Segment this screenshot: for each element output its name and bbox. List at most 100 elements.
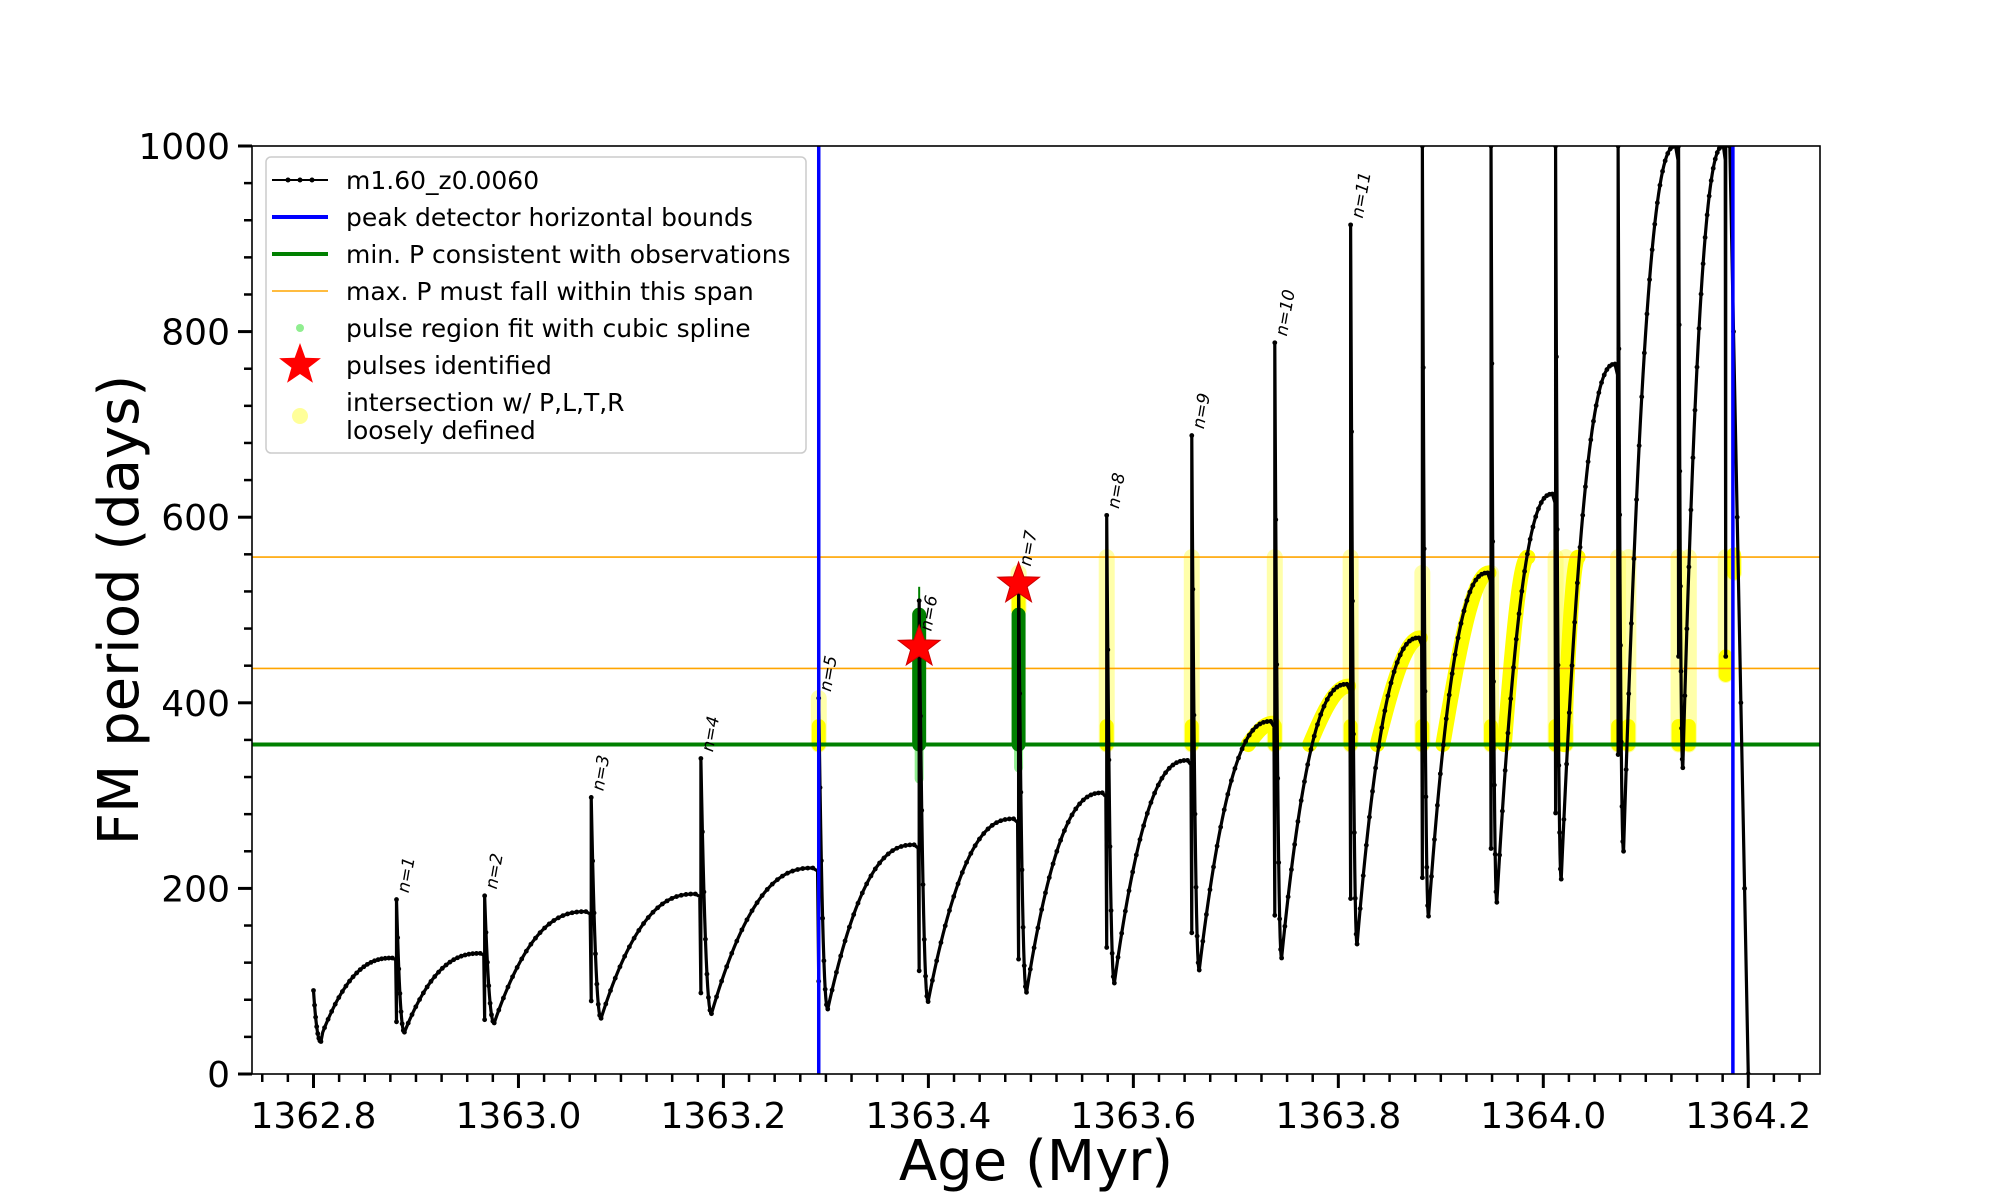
series-layer: [311, 146, 1751, 1074]
series-point: [1130, 869, 1136, 875]
series-point: [1376, 744, 1382, 750]
y-tick-label: 200: [161, 869, 230, 910]
series-point: [1353, 931, 1359, 937]
series-point: [1394, 660, 1400, 665]
series-point: [855, 900, 861, 906]
series-point: [706, 995, 711, 1000]
series-point: [1144, 810, 1150, 816]
series-point: [1458, 621, 1464, 626]
series-point: [1636, 443, 1642, 449]
series-point: [1596, 390, 1602, 396]
series-point: [1115, 954, 1121, 960]
series-point: [1432, 837, 1437, 842]
series-point: [484, 959, 490, 965]
series-point: [1273, 517, 1279, 523]
series-point: [1558, 866, 1563, 872]
series-point: [664, 898, 670, 904]
series-point: [1035, 925, 1041, 931]
series-point: [1243, 738, 1249, 744]
series-point: [698, 756, 704, 761]
series-point: [1110, 974, 1116, 979]
y-tick-label: 800: [161, 313, 230, 354]
series-point: [1239, 746, 1245, 752]
series-point: [593, 951, 598, 957]
series-point: [785, 870, 790, 876]
series-point: [1185, 757, 1190, 763]
series-point: [395, 935, 401, 941]
series-point: [1277, 916, 1283, 922]
series-point: [1278, 947, 1284, 952]
series-point: [588, 795, 594, 800]
series-point: [354, 970, 360, 976]
series-point: [1712, 156, 1718, 162]
series-point: [347, 978, 352, 984]
series-point: [1558, 876, 1564, 882]
series-point: [1019, 867, 1025, 873]
series-point: [1461, 608, 1467, 614]
series-point: [1357, 906, 1363, 912]
series-point: [1021, 963, 1027, 969]
series-point: [1522, 568, 1527, 574]
series-point: [546, 921, 552, 927]
series-point: [1181, 758, 1187, 763]
series-point: [800, 866, 806, 871]
legend-swatch-dot: [297, 177, 303, 183]
series-point: [1141, 823, 1147, 829]
series-point: [890, 848, 895, 854]
series-point: [1133, 852, 1139, 858]
series-point: [402, 1029, 407, 1035]
series-point: [1088, 792, 1094, 798]
series-point: [436, 969, 441, 975]
series-point: [1225, 791, 1231, 797]
series-point: [693, 891, 698, 897]
series-point: [1211, 864, 1216, 870]
series-point: [1464, 598, 1470, 603]
series-point: [1382, 708, 1388, 714]
series-point: [1490, 539, 1496, 544]
series-point: [998, 818, 1004, 824]
series-point: [1155, 782, 1161, 788]
series-point: [1723, 654, 1729, 659]
series-point: [1022, 984, 1028, 989]
series-point: [641, 921, 646, 926]
series-point: [1289, 867, 1294, 872]
series-point: [1644, 311, 1650, 317]
series-point: [851, 912, 857, 917]
series-point: [1641, 350, 1647, 356]
series-point: [683, 892, 689, 897]
series-point: [1107, 844, 1113, 849]
series-point: [1194, 933, 1200, 939]
series-point: [595, 1001, 601, 1007]
series-point: [1688, 507, 1694, 513]
series-point: [846, 924, 852, 930]
series-point: [1631, 556, 1637, 562]
series-point: [1373, 765, 1378, 771]
series-point: [1585, 459, 1591, 465]
series-point: [968, 851, 974, 856]
series-point: [1367, 814, 1372, 820]
series-point: [332, 1001, 338, 1007]
series-point: [312, 1002, 317, 1008]
series-point: [451, 957, 457, 963]
series-point: [1016, 956, 1021, 962]
series-point: [1549, 491, 1555, 497]
series-point: [955, 881, 961, 887]
series-point: [864, 881, 870, 887]
series-point: [1692, 407, 1698, 413]
series-point: [1189, 930, 1195, 936]
series-point: [1561, 817, 1567, 822]
series-point: [394, 1019, 399, 1025]
series-point: [1379, 725, 1385, 731]
series-point: [1425, 903, 1431, 908]
series-point: [1492, 851, 1498, 857]
intersection-arc: [1556, 549, 1586, 753]
series-point: [1470, 582, 1476, 588]
series-point: [1084, 794, 1090, 800]
series-point: [1566, 710, 1572, 716]
series-point: [1708, 178, 1714, 183]
series-point: [1253, 724, 1259, 729]
series-point: [1328, 691, 1333, 697]
series-point: [1493, 889, 1499, 895]
series-point: [603, 1001, 609, 1007]
series-point: [810, 865, 816, 871]
